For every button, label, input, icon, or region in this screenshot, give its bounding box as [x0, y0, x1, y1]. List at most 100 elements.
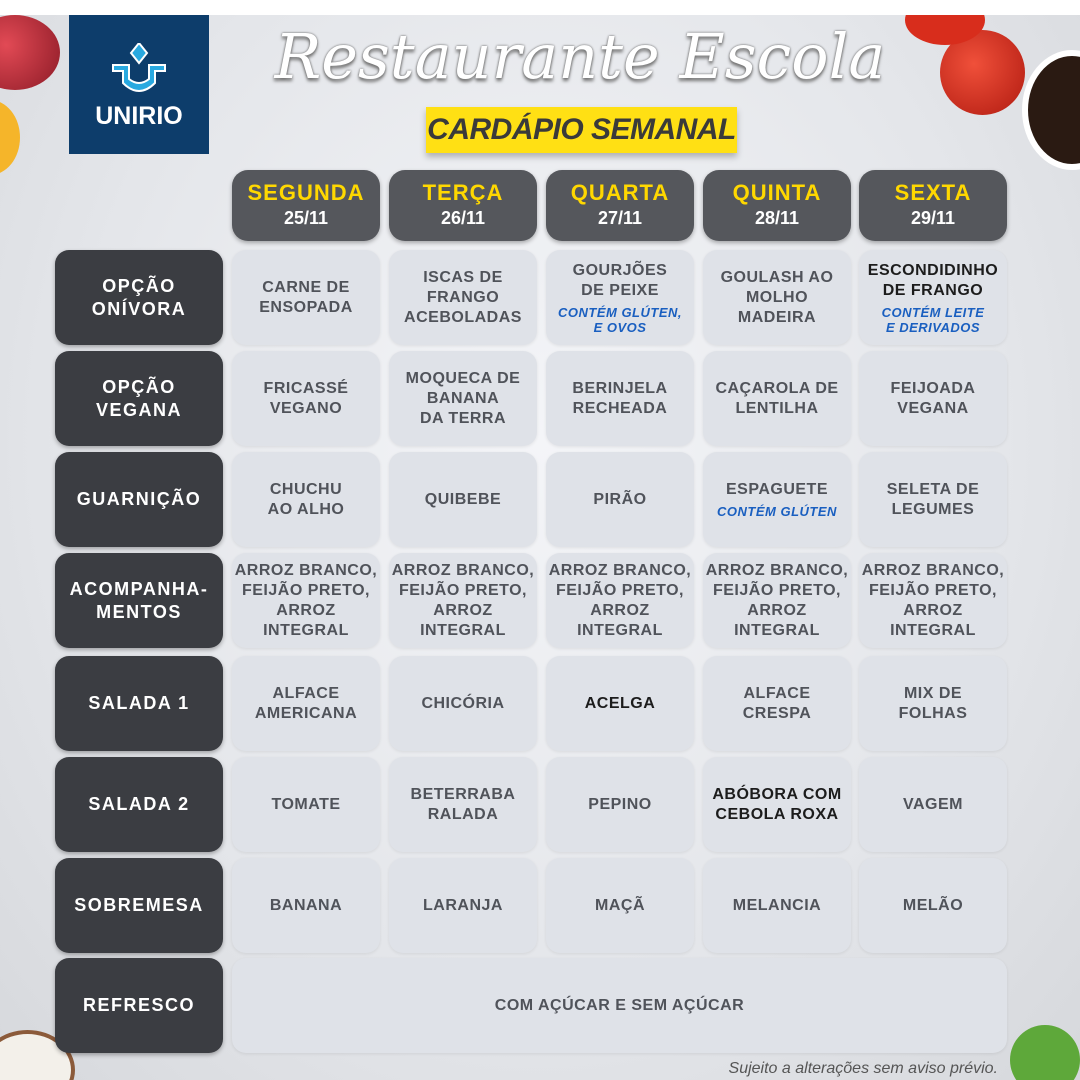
day-date: 29/11 [910, 208, 956, 228]
menu-cell: ALFACE AMERICANA [232, 656, 380, 751]
dish-name: LARANJA [423, 896, 503, 914]
dish-name: GOURJÕES DE PEIXE [572, 261, 668, 299]
dish-name: ARROZ BRANCO, FEIJÃO PRETO, ARROZ INTEGR… [234, 561, 378, 639]
logo-text: UNIRIO [95, 102, 183, 130]
menu-cell: ESPAGUETE CONTÉM GLÚTEN [703, 452, 851, 547]
row-label: SOBREMESA [55, 858, 223, 953]
menu-cell: ESCONDIDINHO DE FRANGO CONTÉM LEITE E DER… [859, 250, 1007, 345]
dish-name: COM AÇÚCAR E SEM AÇÚCAR [494, 996, 745, 1014]
menu-poster: UNIRIO Restaurante Escola CARDÁPIO SEMAN… [0, 15, 1080, 1080]
day-header: SEGUNDA 25/11 [232, 170, 380, 241]
menu-cell: ABÓBORA COM CEBOLA ROXA [703, 757, 851, 852]
day-name: SEXTA [894, 180, 972, 205]
page-title: Restaurante Escola [274, 20, 886, 93]
allergen-note: CONTÉM GLÚTEN [717, 504, 837, 519]
day-name: SEGUNDA [247, 180, 365, 205]
day-date: 25/11 [283, 208, 329, 228]
menu-cell: MIX DE FOLHAS [859, 656, 1007, 751]
day-date: 28/11 [754, 208, 800, 228]
menu-cell: COM AÇÚCAR E SEM AÇÚCAR [232, 958, 1007, 1053]
page-subtitle: CARDÁPIO SEMANAL [426, 107, 737, 153]
apple-decoration [0, 15, 60, 90]
dish-name: QUIBEBE [424, 490, 502, 508]
row-label: REFRESCO [55, 958, 223, 1053]
lemon-decoration [0, 100, 20, 175]
dish-name: FRICASSÉ VEGANO [263, 379, 349, 417]
menu-cell: PIRÃO [546, 452, 694, 547]
day-date: 26/11 [440, 208, 486, 228]
dish-name: MELÃO [902, 896, 964, 914]
basil-decoration [1010, 1025, 1080, 1080]
row-label: OPÇÃO ONÍVORA [55, 250, 223, 345]
dish-name: ESPAGUETE [726, 481, 828, 498]
dish-name: ISCAS DE FRANGO ACEBOLADAS [404, 268, 522, 326]
dish-name: BERINJELA RECHEADA [572, 379, 668, 417]
dish-name: SELETA DE LEGUMES [886, 480, 980, 518]
menu-cell: MELÃO [859, 858, 1007, 953]
dish-name: ARROZ BRANCO, FEIJÃO PRETO, ARROZ INTEGR… [391, 561, 535, 639]
unirio-emblem-icon [112, 41, 166, 92]
dish-name: CHUCHU AO ALHO [267, 480, 345, 518]
dish-name: TOMATE [271, 795, 341, 813]
dish-name: MIX DE FOLHAS [898, 684, 968, 722]
menu-cell: CHUCHU AO ALHO [232, 452, 380, 547]
dish-name: ARROZ BRANCO, FEIJÃO PRETO, ARROZ INTEGR… [548, 561, 692, 639]
menu-cell: MAÇÃ [546, 858, 694, 953]
menu-cell: ALFACE CRESPA [703, 656, 851, 751]
beans-bowl-decoration [1022, 50, 1080, 170]
dish-name: FEIJOADA VEGANA [890, 379, 976, 417]
menu-cell: CARNE DE ENSOPADA [232, 250, 380, 345]
menu-cell: TOMATE [232, 757, 380, 852]
menu-cell: GOULASH AO MOLHO MADEIRA [703, 250, 851, 345]
menu-cell: MELANCIA [703, 858, 851, 953]
menu-cell: ARROZ BRANCO, FEIJÃO PRETO, ARROZ INTEGR… [859, 553, 1007, 648]
dish-name: GOULASH AO MOLHO MADEIRA [720, 268, 834, 326]
dish-name: ARROZ BRANCO, FEIJÃO PRETO, ARROZ INTEGR… [861, 561, 1005, 639]
dish-name: ARROZ BRANCO, FEIJÃO PRETO, ARROZ INTEGR… [705, 561, 849, 639]
menu-cell: ACELGA [546, 656, 694, 751]
menu-cell: CAÇAROLA DE LENTILHA [703, 351, 851, 446]
menu-cell: MOQUECA DE BANANA DA TERRA [389, 351, 537, 446]
menu-cell: FEIJOADA VEGANA [859, 351, 1007, 446]
menu-cell: ARROZ BRANCO, FEIJÃO PRETO, ARROZ INTEGR… [232, 553, 380, 648]
dish-name: PEPINO [588, 795, 652, 813]
menu-cell: VAGEM [859, 757, 1007, 852]
menu-cell: FRICASSÉ VEGANO [232, 351, 380, 446]
menu-cell: BERINJELA RECHEADA [546, 351, 694, 446]
dish-name: MOQUECA DE BANANA DA TERRA [405, 369, 521, 427]
footer-note: Sujeito a alterações sem aviso prévio. [728, 1060, 998, 1077]
dish-name: BANANA [269, 896, 343, 914]
menu-cell: LARANJA [389, 858, 537, 953]
allergen-note: CONTÉM LEITE E DERIVADOS [881, 304, 985, 335]
day-name: QUARTA [570, 180, 670, 205]
row-label: OPÇÃO VEGANA [55, 351, 223, 446]
dish-name: CAÇAROLA DE LENTILHA [715, 379, 839, 417]
dish-name: VAGEM [903, 795, 963, 813]
menu-cell: PEPINO [546, 757, 694, 852]
allergen-note: CONTÉM GLÚTEN, E OVOS [558, 304, 682, 335]
dish-name: BETERRABA RALADA [410, 785, 516, 823]
menu-cell: GOURJÕES DE PEIXE CONTÉM GLÚTEN, E OVOS [546, 250, 694, 345]
dish-name: MAÇÃ [595, 896, 645, 914]
day-header: TERÇA 26/11 [389, 170, 537, 241]
dish-name: CARNE DE ENSOPADA [259, 278, 353, 316]
dish-name: ALFACE CRESPA [742, 684, 812, 722]
menu-cell: SELETA DE LEGUMES [859, 452, 1007, 547]
row-label: GUARNIÇÃO [55, 452, 223, 547]
day-header: QUINTA 28/11 [703, 170, 851, 241]
row-label: SALADA 2 [55, 757, 223, 852]
row-label: SALADA 1 [55, 656, 223, 751]
day-header: SEXTA 29/11 [859, 170, 1007, 241]
row-label: ACOMPANHA- MENTOS [55, 553, 223, 648]
dish-name: ESCONDIDINHO DE FRANGO [867, 261, 999, 299]
day-name: QUINTA [732, 180, 822, 205]
dish-name: PIRÃO [593, 490, 647, 508]
menu-cell: QUIBEBE [389, 452, 537, 547]
dish-name: MELANCIA [732, 896, 822, 914]
menu-cell: ARROZ BRANCO, FEIJÃO PRETO, ARROZ INTEGR… [389, 553, 537, 648]
day-date: 27/11 [597, 208, 643, 228]
menu-cell: ARROZ BRANCO, FEIJÃO PRETO, ARROZ INTEGR… [703, 553, 851, 648]
menu-cell: CHICÓRIA [389, 656, 537, 751]
day-header: QUARTA 27/11 [546, 170, 694, 241]
menu-cell: ISCAS DE FRANGO ACEBOLADAS [389, 250, 537, 345]
